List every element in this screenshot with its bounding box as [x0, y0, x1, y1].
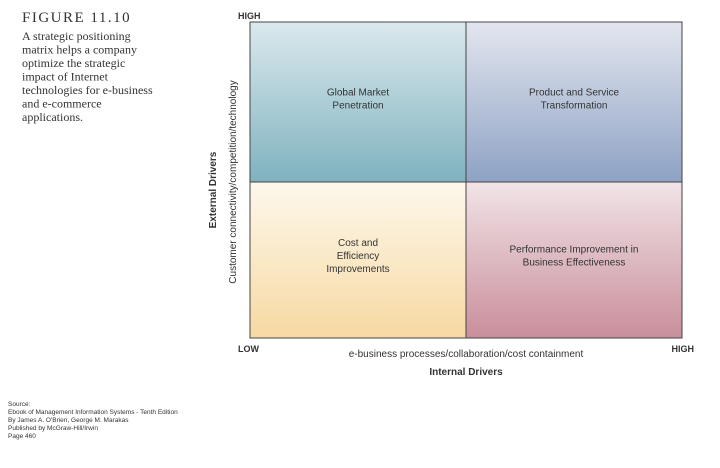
quadrant	[250, 182, 466, 338]
caption-line: impact of Internet	[22, 70, 109, 84]
x-high: HIGH	[672, 344, 695, 354]
source: Source:Ebook of Management Information S…	[8, 401, 178, 440]
quadrant-labels: Global Market Penetration Product and Serv…	[326, 88, 638, 276]
x-low: LOW	[238, 344, 259, 354]
caption-line: matrix helps a company	[22, 43, 137, 57]
caption-line: applications.	[22, 110, 83, 124]
y-axis-title: External Drivers	[208, 151, 219, 228]
quadrant-label: Business Effectiveness	[523, 258, 626, 269]
quadrant	[250, 22, 466, 182]
source-line: Ebook of Management Information Systems …	[8, 409, 178, 416]
quadrant	[466, 22, 682, 182]
caption-line: A strategic positioning	[22, 29, 131, 43]
source-line: By James A. O'Brien, George M. Marakas	[8, 417, 129, 424]
quadrant-label: Global Market	[327, 88, 389, 99]
quadrant-label: Transformation	[541, 101, 608, 112]
source-line: Page 460	[8, 433, 36, 440]
caption-line: technologies for e-business	[22, 83, 153, 97]
quadrant	[466, 182, 682, 338]
quadrant-label: Performance Improvement in	[510, 245, 639, 256]
quadrant-label: Product and Service	[529, 88, 619, 99]
quadrant-label: Efficiency	[337, 251, 380, 262]
quadrant-label: Cost and	[338, 238, 378, 249]
quadrant-label: Penetration	[332, 101, 383, 112]
caption-line: optimize the strategic	[22, 56, 125, 70]
y-high: HIGH	[238, 11, 261, 21]
x-axis-title: Internal Drivers	[429, 367, 503, 378]
x-axis-label: e-business processes/collaboration/cost …	[349, 349, 584, 360]
figure-label: FIGURE 11.10	[22, 10, 131, 26]
caption-line: and e-commerce	[22, 97, 102, 111]
y-axis-label: Customer connectivity/competition/techno…	[228, 80, 239, 283]
source-line: Source:	[8, 401, 31, 408]
source-line: Published by McGraw-Hill/Irwin	[8, 425, 98, 432]
quadrant-label: Improvements	[326, 264, 389, 275]
